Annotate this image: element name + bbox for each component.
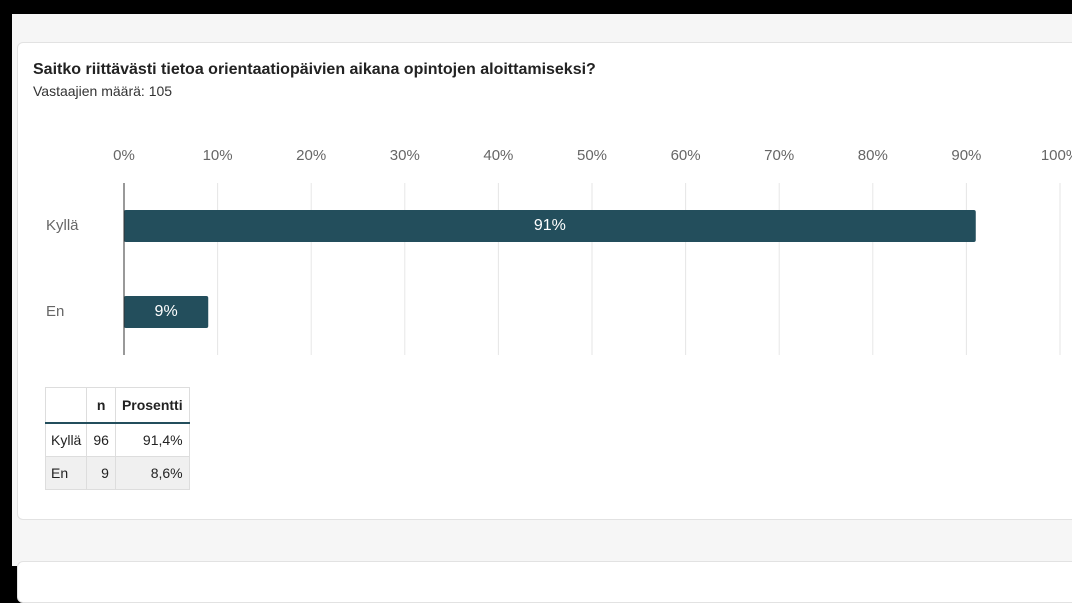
respondent-count: Vastaajien määrä: 105 <box>33 83 173 99</box>
header-cell: Prosentti <box>114 387 190 424</box>
result-table: n Prosentti Kyllä 96 91,4% En 9 8,6% <box>44 387 190 490</box>
x-tick-label: 90% <box>951 147 981 164</box>
x-tick-label: 50% <box>577 147 607 164</box>
page: Saitko riittävästi tietoa orientaatiopäi… <box>12 14 1072 603</box>
table-cell: Kyllä <box>44 422 88 457</box>
x-tick-label: 20% <box>296 147 326 164</box>
next-card <box>17 561 1072 603</box>
header-cell: n <box>86 387 116 424</box>
x-tick-label: 10% <box>203 147 233 164</box>
table-row: En 9 8,6% <box>44 456 190 490</box>
table-cell: En <box>44 456 88 490</box>
chart: 0% 10% 20% 30% 40% 50% 60% 70% 80% 90% 100% Kyllä 91… <box>46 147 1072 355</box>
table-cell: 91,4% <box>114 422 190 457</box>
x-tick-label: 40% <box>483 147 513 164</box>
x-tick-label: 70% <box>764 147 794 164</box>
y-tick-label: Kyllä <box>46 217 79 234</box>
header-cell <box>44 387 88 424</box>
y-tick-label: En <box>46 303 64 320</box>
x-tick-label: 0% <box>113 147 135 164</box>
table-cell: 9 <box>86 456 116 490</box>
data-label: 91% <box>534 217 566 234</box>
x-tick-label: 100% <box>1041 147 1072 164</box>
result-card: Saitko riittävästi tietoa orientaatiopäi… <box>17 42 1072 520</box>
table-cell: 8,6% <box>114 456 190 490</box>
bar <box>124 210 976 242</box>
x-tick-label: 60% <box>671 147 701 164</box>
table-header: n Prosentti <box>44 387 190 424</box>
bar <box>124 296 209 328</box>
table-row: Kyllä 96 91,4% <box>44 422 190 457</box>
table-cell: 96 <box>86 422 116 457</box>
question-title: Saitko riittävästi tietoa orientaatiopäi… <box>33 61 596 78</box>
data-label: 9% <box>155 303 178 320</box>
x-tick-label: 30% <box>390 147 420 164</box>
x-tick-label: 80% <box>858 147 888 164</box>
